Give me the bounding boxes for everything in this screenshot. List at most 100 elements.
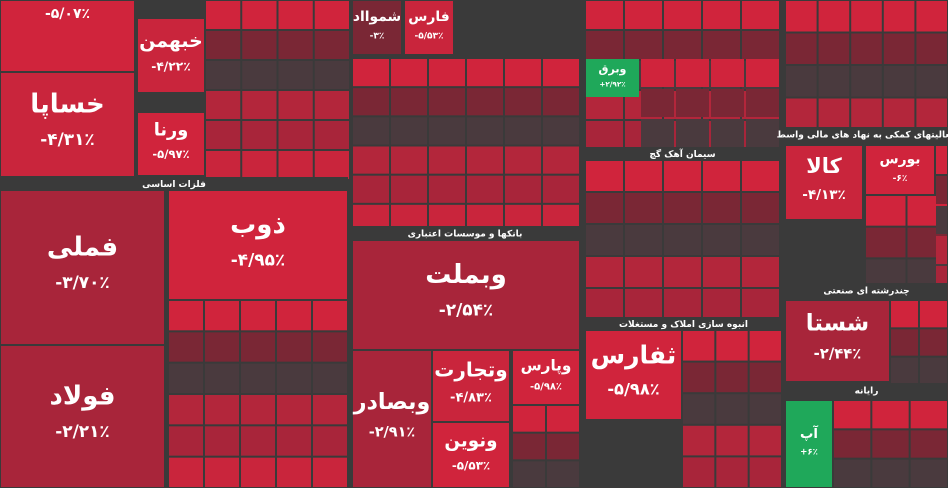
tile-filler bbox=[543, 175, 579, 203]
tile bbox=[433, 351, 509, 421]
tile-name: وبملت bbox=[425, 260, 507, 290]
tile-filler bbox=[205, 457, 239, 487]
tile-filler bbox=[505, 146, 541, 174]
sector-label: فلزات اساسی bbox=[142, 180, 206, 190]
tile-filler bbox=[872, 459, 909, 487]
tile-value: -۴/۸۳٪ bbox=[450, 391, 492, 406]
tile-filler bbox=[586, 121, 623, 149]
tile-filler bbox=[206, 91, 241, 119]
tile-filler bbox=[241, 395, 275, 425]
tile-filler bbox=[749, 425, 781, 456]
sector-label: سیمان آهک گچ bbox=[649, 148, 715, 160]
tile-filler bbox=[278, 91, 313, 119]
tile-name: فولاد bbox=[49, 382, 115, 412]
tile-filler bbox=[625, 161, 662, 191]
tile bbox=[866, 146, 934, 194]
tile-filler bbox=[936, 236, 947, 264]
tile-filler bbox=[429, 59, 465, 87]
tile-filler bbox=[625, 225, 662, 255]
tile-filler bbox=[543, 117, 579, 145]
tile-filler bbox=[641, 119, 674, 147]
tile bbox=[1, 346, 164, 487]
tile-filler bbox=[241, 363, 275, 393]
tile-name: وبرق bbox=[599, 63, 627, 76]
tile-filler bbox=[625, 289, 662, 319]
tile-filler bbox=[313, 332, 347, 362]
tile-filler bbox=[543, 88, 579, 116]
sector-bar bbox=[785, 127, 948, 141]
tile-filler bbox=[391, 146, 427, 174]
tile-filler bbox=[586, 161, 623, 191]
tile-filler bbox=[277, 363, 311, 393]
tile bbox=[1, 1, 134, 71]
tile-filler bbox=[391, 175, 427, 203]
tile-filler bbox=[206, 121, 241, 149]
tile-filler bbox=[241, 301, 275, 331]
tile-filler bbox=[169, 457, 203, 487]
tile-filler bbox=[683, 425, 715, 456]
tile-filler bbox=[936, 176, 947, 204]
tile-filler bbox=[851, 98, 882, 129]
tile-filler bbox=[742, 225, 779, 255]
sector-label: فعالیتهای کمکی به نهاد های مالی واسط bbox=[777, 131, 948, 141]
tile-filler bbox=[278, 31, 313, 59]
tile-filler bbox=[742, 257, 779, 287]
tile-filler bbox=[242, 151, 277, 179]
tile-filler bbox=[429, 146, 465, 174]
tile-filler bbox=[169, 426, 203, 456]
tile-filler bbox=[664, 161, 701, 191]
tile-value: -۲/۲۱٪ bbox=[55, 421, 109, 441]
tile-filler bbox=[314, 91, 349, 119]
tile-filler bbox=[916, 66, 947, 97]
tile-filler bbox=[242, 1, 277, 29]
tile bbox=[353, 351, 431, 487]
tile-filler bbox=[703, 161, 740, 191]
tile-filler bbox=[851, 33, 882, 64]
tile-filler bbox=[883, 98, 915, 129]
tile-filler bbox=[505, 175, 541, 203]
tile-filler bbox=[749, 457, 781, 487]
tile-filler bbox=[916, 33, 947, 64]
tile-filler bbox=[891, 329, 918, 356]
tile-filler bbox=[391, 117, 427, 145]
tile-filler bbox=[586, 225, 623, 255]
tile bbox=[786, 401, 832, 487]
tile-filler bbox=[547, 433, 579, 460]
tile bbox=[405, 1, 453, 54]
tile-value: -۶٪ bbox=[893, 174, 908, 184]
tile-filler bbox=[314, 61, 349, 89]
tile-filler bbox=[206, 31, 241, 59]
tile-filler bbox=[676, 59, 709, 87]
tile-filler bbox=[936, 146, 947, 174]
tile-value: +۲/۹۲٪ bbox=[599, 80, 625, 89]
tile-filler bbox=[625, 31, 662, 59]
tile-filler bbox=[834, 430, 871, 458]
sector-bar bbox=[0, 177, 348, 190]
tile-value: -۵/۹۸٪ bbox=[530, 382, 562, 393]
tile-filler bbox=[716, 394, 748, 424]
tile-filler bbox=[353, 175, 389, 203]
tile-filler bbox=[786, 66, 817, 97]
sector-bar bbox=[785, 383, 948, 397]
tile-filler bbox=[866, 227, 906, 258]
tile bbox=[138, 113, 204, 175]
tile-filler bbox=[547, 406, 579, 432]
tile-filler bbox=[586, 193, 623, 223]
tile-filler bbox=[467, 59, 503, 87]
tile-filler bbox=[242, 31, 277, 59]
tile-filler bbox=[920, 301, 947, 328]
tile-filler bbox=[746, 119, 779, 147]
tile-filler bbox=[664, 193, 701, 223]
tile-filler bbox=[891, 357, 918, 384]
tile-name: شموااد bbox=[353, 9, 401, 25]
tile-filler bbox=[625, 257, 662, 287]
tile-filler bbox=[664, 289, 701, 319]
tile-filler bbox=[676, 119, 709, 147]
tile-filler bbox=[205, 426, 239, 456]
tile-value: -۵/۹۷٪ bbox=[152, 147, 189, 161]
tile-filler bbox=[872, 430, 909, 458]
tile-value: -۳/۷۰٪ bbox=[55, 272, 109, 292]
tile-filler bbox=[664, 1, 701, 29]
tile bbox=[513, 351, 579, 404]
